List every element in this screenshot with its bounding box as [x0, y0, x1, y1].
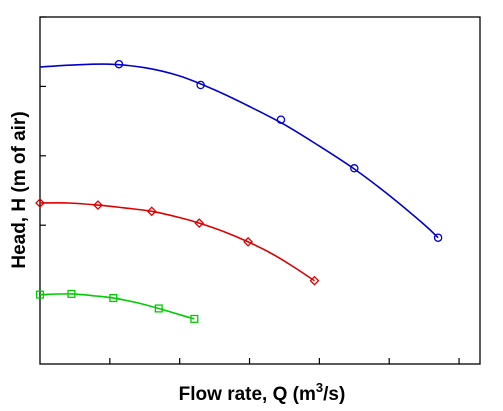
series-2-point — [194, 218, 205, 229]
series-2-point — [146, 206, 157, 217]
series-3-point — [35, 290, 45, 299]
x-axis-label-superscript: 3 — [316, 380, 323, 395]
series-markers — [35, 59, 443, 323]
plot-frame — [39, 16, 481, 365]
series-2-point — [309, 275, 320, 286]
series-2-point — [243, 236, 254, 247]
series-2-line — [39, 202, 315, 282]
series-2-point — [35, 198, 45, 208]
series-3-point — [190, 314, 199, 323]
series-1-line — [39, 63, 439, 239]
series-1-point — [196, 80, 205, 90]
x-axis-label: Flow rate, Q (m3/s) — [179, 380, 346, 405]
x-axis-label-suffix: /s) — [323, 384, 345, 405]
series-3-point — [67, 289, 76, 298]
series-1-point — [433, 233, 443, 242]
series-1-point — [350, 164, 359, 173]
y-axis-label: Head, H (m of air) — [9, 111, 30, 268]
series-3-line — [39, 293, 195, 320]
series-1-point — [114, 59, 124, 69]
axis-ticks — [40, 16, 460, 364]
series-curves — [39, 63, 439, 320]
series-3-point — [154, 304, 163, 313]
series-2-point — [93, 200, 103, 210]
series-1-point — [276, 115, 286, 124]
series-3-point — [109, 294, 118, 303]
